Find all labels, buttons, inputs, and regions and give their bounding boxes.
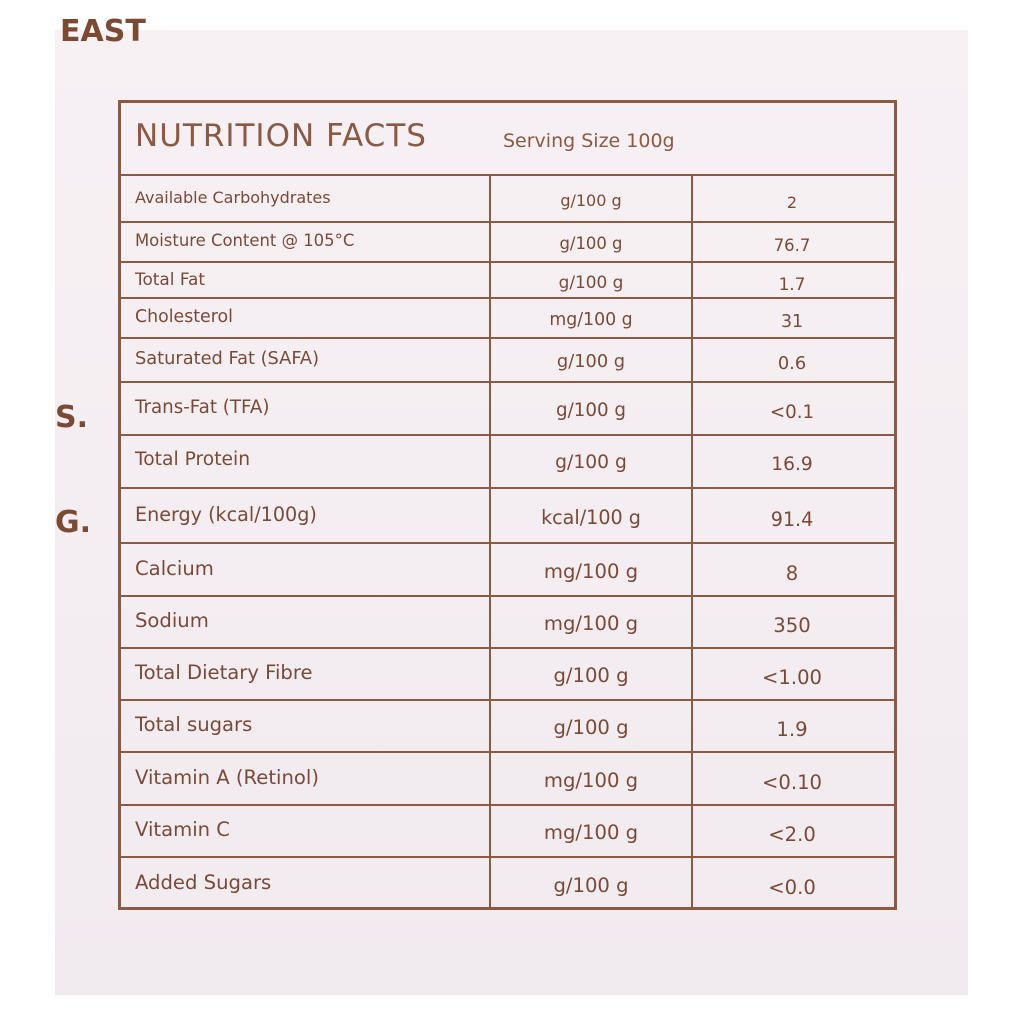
amount: 16.9	[771, 454, 813, 476]
amount: 350	[773, 614, 811, 638]
unit: kcal/100 g	[541, 506, 641, 530]
unit: g/100 g	[559, 234, 623, 254]
nutrient-name: Available Carbohydrates	[135, 188, 331, 208]
row-divider	[118, 487, 897, 489]
nutrient-name: Vitamin C	[135, 818, 230, 842]
row-divider	[118, 542, 897, 544]
amount: 91.4	[770, 508, 814, 532]
row-divider	[118, 804, 897, 806]
row-divider	[118, 174, 897, 176]
serving-size: Serving Size 100g	[503, 130, 675, 152]
row-divider	[118, 297, 897, 299]
text-fragment: G.	[55, 505, 92, 540]
unit: g/100 g	[558, 272, 624, 292]
nutrient-name: Total Fat	[135, 269, 205, 289]
amount: 1.9	[776, 718, 808, 742]
nutrient-name: Calcium	[135, 556, 214, 580]
unit: g/100 g	[553, 716, 629, 740]
row-divider	[118, 595, 897, 597]
nutrient-name: Vitamin A (Retinol)	[135, 765, 319, 789]
row-divider	[118, 699, 897, 701]
nutrient-name: Total Protein	[135, 449, 251, 471]
amount: 0.6	[777, 353, 807, 375]
text-fragment: S.	[55, 400, 89, 435]
nutrient-name: Moisture Content @ 105°C	[135, 231, 355, 251]
amount: 31	[780, 311, 804, 332]
amount: <0.10	[761, 770, 823, 794]
amount: 2	[786, 193, 798, 213]
unit: mg/100 g	[543, 821, 639, 845]
unit: g/100 g	[556, 399, 626, 421]
nutrient-name: Trans-Fat (TFA)	[135, 396, 270, 418]
unit: g/100 g	[555, 452, 627, 474]
nutrient-name: Total Dietary Fibre	[135, 661, 313, 685]
row-divider	[118, 261, 897, 263]
row-divider	[118, 381, 897, 383]
row-divider	[118, 337, 897, 339]
amount: 1.7	[778, 274, 806, 294]
row-divider	[118, 751, 897, 753]
row-divider	[118, 647, 897, 649]
unit: g/100 g	[553, 664, 629, 688]
table-title: NUTRITION FACTS	[135, 118, 427, 154]
amount: <2.0	[768, 823, 816, 847]
row-divider	[118, 434, 897, 436]
amount: <1.00	[761, 666, 823, 690]
nutrition-table	[118, 100, 897, 910]
amount: <0.1	[769, 401, 815, 423]
row-divider	[118, 221, 897, 223]
nutrient-name: Saturated Fat (SAFA)	[135, 348, 320, 370]
amount: <0.0	[768, 875, 816, 899]
nutrient-name: Cholesterol	[135, 306, 233, 327]
text-fragment: EAST	[60, 14, 146, 49]
amount: 8	[785, 561, 799, 585]
nutrient-name: Energy (kcal/100g)	[135, 503, 317, 527]
unit: g/100 g	[556, 351, 626, 373]
row-divider	[118, 856, 897, 858]
amount: 76.7	[773, 236, 811, 256]
label-sheet	[55, 30, 968, 995]
unit: g/100 g	[560, 191, 622, 211]
nutrient-name: Sodium	[135, 609, 209, 633]
unit: g/100 g	[553, 873, 629, 897]
nutrient-name: Total sugars	[135, 713, 253, 737]
unit: mg/100 g	[543, 612, 639, 636]
unit: mg/100 g	[543, 768, 639, 792]
nutrient-name: Added Sugars	[135, 870, 272, 894]
unit: mg/100 g	[543, 559, 639, 583]
unit: mg/100 g	[549, 309, 633, 330]
